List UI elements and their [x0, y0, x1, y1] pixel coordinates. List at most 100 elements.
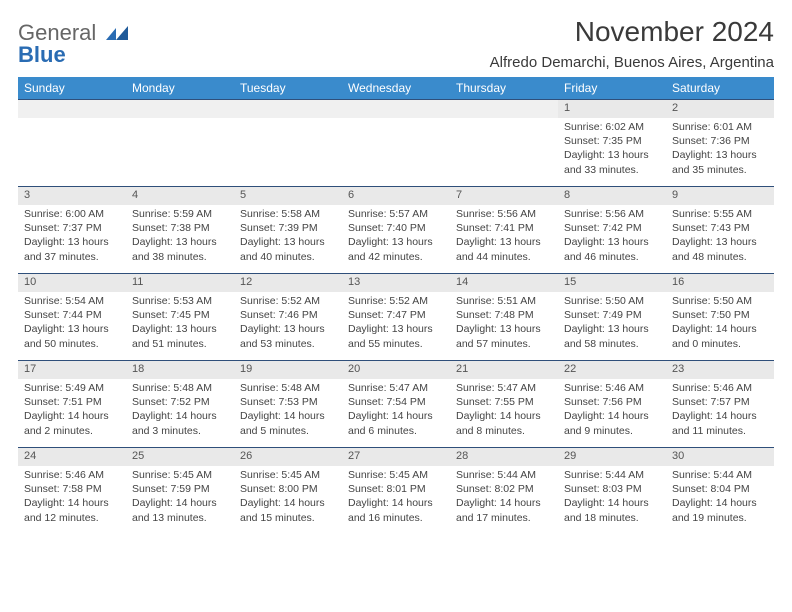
daylight-text: Daylight: 13 hours and 48 minutes.: [672, 235, 768, 263]
weekday-header: Thursday: [450, 77, 558, 100]
calendar-table: Sunday Monday Tuesday Wednesday Thursday…: [18, 77, 774, 534]
day-number: 9: [672, 189, 678, 201]
sunset-text: Sunset: 7:54 PM: [348, 395, 444, 409]
sunrise-text: Sunrise: 5:51 AM: [456, 294, 552, 308]
day-number-row: 17181920212223: [18, 361, 774, 380]
day-number: 24: [24, 450, 36, 462]
daylight-text: Daylight: 13 hours and 51 minutes.: [132, 322, 228, 350]
day-number: 3: [24, 189, 30, 201]
sunrise-text: Sunrise: 5:48 AM: [132, 381, 228, 395]
sunrise-text: Sunrise: 6:02 AM: [564, 120, 660, 134]
weekday-header: Friday: [558, 77, 666, 100]
header: General Blue November 2024 Alfredo Demar…: [18, 16, 774, 77]
weekday-header: Wednesday: [342, 77, 450, 100]
daylight-text: Daylight: 14 hours and 18 minutes.: [564, 496, 660, 524]
day-number: 19: [240, 363, 252, 375]
day-number: 15: [564, 276, 576, 288]
day-number-cell: 29: [558, 448, 666, 467]
sunrise-text: Sunrise: 5:50 AM: [564, 294, 660, 308]
day-number: 25: [132, 450, 144, 462]
day-number: 20: [348, 363, 360, 375]
day-number-cell: 8: [558, 187, 666, 206]
day-number-cell: [126, 100, 234, 119]
day-number-cell: 2: [666, 100, 774, 119]
day-number: 2: [672, 102, 678, 114]
sunset-text: Sunset: 7:59 PM: [132, 482, 228, 496]
day-number: 17: [24, 363, 36, 375]
calendar-document: General Blue November 2024 Alfredo Demar…: [0, 0, 792, 612]
daylight-text: Daylight: 13 hours and 42 minutes.: [348, 235, 444, 263]
weekday-header: Saturday: [666, 77, 774, 100]
day-number: 1: [564, 102, 570, 114]
sunrise-text: Sunrise: 5:44 AM: [564, 468, 660, 482]
sunrise-text: Sunrise: 5:45 AM: [132, 468, 228, 482]
day-content-cell: [18, 118, 126, 187]
daylight-text: Daylight: 13 hours and 35 minutes.: [672, 148, 768, 176]
sunrise-text: Sunrise: 5:46 AM: [564, 381, 660, 395]
daylight-text: Daylight: 13 hours and 50 minutes.: [24, 322, 120, 350]
daylight-text: Daylight: 13 hours and 33 minutes.: [564, 148, 660, 176]
location-text: Alfredo Demarchi, Buenos Aires, Argentin…: [490, 54, 774, 71]
day-number-cell: 16: [666, 274, 774, 293]
day-number: 13: [348, 276, 360, 288]
day-number: 26: [240, 450, 252, 462]
day-number-cell: 25: [126, 448, 234, 467]
daylight-text: Daylight: 13 hours and 40 minutes.: [240, 235, 336, 263]
logo-word-2: Blue: [18, 42, 66, 67]
sunset-text: Sunset: 7:53 PM: [240, 395, 336, 409]
daylight-text: Daylight: 14 hours and 16 minutes.: [348, 496, 444, 524]
weekday-header: Sunday: [18, 77, 126, 100]
sunrise-text: Sunrise: 5:55 AM: [672, 207, 768, 221]
day-number: 7: [456, 189, 462, 201]
day-number-cell: 3: [18, 187, 126, 206]
sunrise-text: Sunrise: 5:48 AM: [240, 381, 336, 395]
day-content-cell: Sunrise: 5:55 AMSunset: 7:43 PMDaylight:…: [666, 205, 774, 274]
day-number: 27: [348, 450, 360, 462]
sunrise-text: Sunrise: 5:45 AM: [240, 468, 336, 482]
sunrise-text: Sunrise: 5:47 AM: [456, 381, 552, 395]
sunset-text: Sunset: 7:43 PM: [672, 221, 768, 235]
daylight-text: Daylight: 14 hours and 9 minutes.: [564, 409, 660, 437]
daylight-text: Daylight: 14 hours and 2 minutes.: [24, 409, 120, 437]
sunset-text: Sunset: 7:38 PM: [132, 221, 228, 235]
day-number-row: 12: [18, 100, 774, 119]
sunrise-text: Sunrise: 5:45 AM: [348, 468, 444, 482]
daylight-text: Daylight: 14 hours and 0 minutes.: [672, 322, 768, 350]
day-content-cell: [234, 118, 342, 187]
day-content-cell: Sunrise: 5:49 AMSunset: 7:51 PMDaylight:…: [18, 379, 126, 448]
day-number: 28: [456, 450, 468, 462]
sunrise-text: Sunrise: 6:01 AM: [672, 120, 768, 134]
sunset-text: Sunset: 8:03 PM: [564, 482, 660, 496]
sunrise-text: Sunrise: 5:57 AM: [348, 207, 444, 221]
day-content-cell: Sunrise: 5:45 AMSunset: 8:01 PMDaylight:…: [342, 466, 450, 534]
weekday-header: Monday: [126, 77, 234, 100]
daylight-text: Daylight: 13 hours and 53 minutes.: [240, 322, 336, 350]
sunrise-text: Sunrise: 5:59 AM: [132, 207, 228, 221]
sunrise-text: Sunrise: 5:46 AM: [24, 468, 120, 482]
sunrise-text: Sunrise: 5:52 AM: [240, 294, 336, 308]
sunset-text: Sunset: 7:58 PM: [24, 482, 120, 496]
day-number: 21: [456, 363, 468, 375]
daylight-text: Daylight: 14 hours and 8 minutes.: [456, 409, 552, 437]
day-content-cell: Sunrise: 6:00 AMSunset: 7:37 PMDaylight:…: [18, 205, 126, 274]
day-content-cell: Sunrise: 5:56 AMSunset: 7:42 PMDaylight:…: [558, 205, 666, 274]
sunset-text: Sunset: 8:01 PM: [348, 482, 444, 496]
day-number-cell: 18: [126, 361, 234, 380]
day-number: 10: [24, 276, 36, 288]
sunset-text: Sunset: 7:51 PM: [24, 395, 120, 409]
day-content-cell: Sunrise: 5:48 AMSunset: 7:53 PMDaylight:…: [234, 379, 342, 448]
day-content-cell: Sunrise: 5:44 AMSunset: 8:02 PMDaylight:…: [450, 466, 558, 534]
daylight-text: Daylight: 14 hours and 17 minutes.: [456, 496, 552, 524]
logo-mark-icon: [106, 26, 130, 40]
day-number-cell: 7: [450, 187, 558, 206]
day-content-cell: Sunrise: 5:46 AMSunset: 7:58 PMDaylight:…: [18, 466, 126, 534]
sunset-text: Sunset: 7:52 PM: [132, 395, 228, 409]
day-number: 6: [348, 189, 354, 201]
daylight-text: Daylight: 14 hours and 19 minutes.: [672, 496, 768, 524]
day-content-cell: Sunrise: 5:44 AMSunset: 8:03 PMDaylight:…: [558, 466, 666, 534]
sunrise-text: Sunrise: 5:53 AM: [132, 294, 228, 308]
day-content-row: Sunrise: 6:02 AMSunset: 7:35 PMDaylight:…: [18, 118, 774, 187]
sunset-text: Sunset: 7:42 PM: [564, 221, 660, 235]
sunrise-text: Sunrise: 5:47 AM: [348, 381, 444, 395]
day-content-row: Sunrise: 5:54 AMSunset: 7:44 PMDaylight:…: [18, 292, 774, 361]
